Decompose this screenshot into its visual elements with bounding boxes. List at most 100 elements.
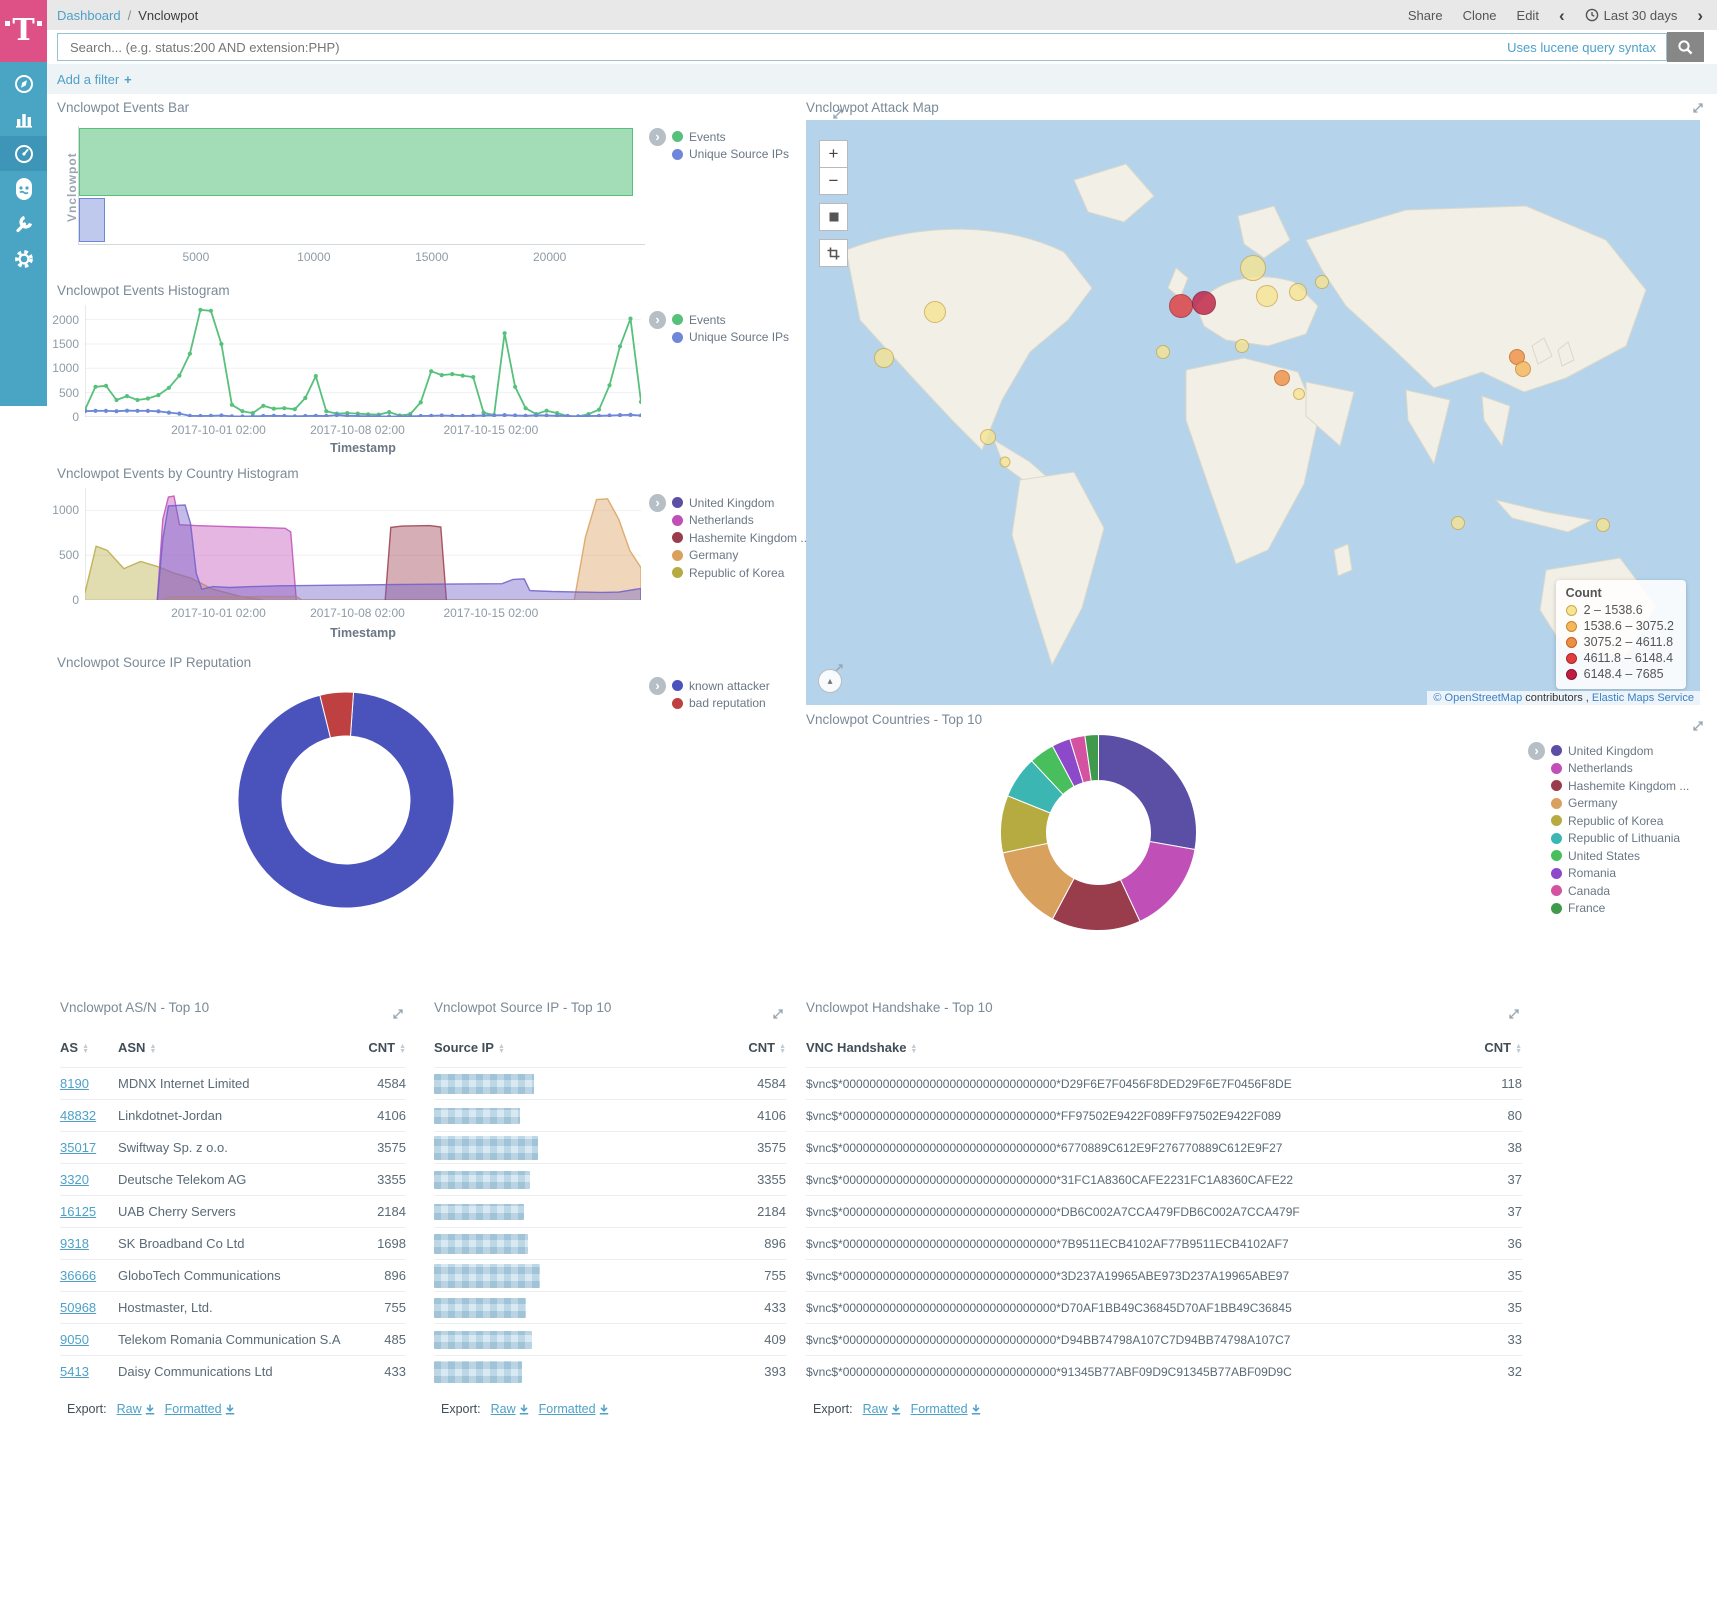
add-filter-plus-icon[interactable]: + xyxy=(124,71,132,87)
legend-item[interactable]: Events xyxy=(672,311,789,329)
legend-item[interactable]: Republic of Korea xyxy=(672,564,810,582)
expand-panel-icon[interactable] xyxy=(392,1008,404,1020)
legend-item[interactable]: Canada xyxy=(1551,882,1689,900)
attack-bubble[interactable] xyxy=(1191,291,1216,316)
sidebar-item-timelion[interactable] xyxy=(0,171,47,206)
legend-toggle-icon[interactable]: › xyxy=(649,677,666,695)
expand-panel-icon[interactable] xyxy=(832,108,844,120)
attack-bubble[interactable] xyxy=(1240,255,1266,281)
attack-bubble[interactable] xyxy=(1514,361,1531,378)
export-formatted-link[interactable]: Formatted xyxy=(911,1402,981,1416)
donut-slice-france[interactable] xyxy=(1084,733,1099,782)
expand-panel-icon[interactable] xyxy=(1508,1008,1520,1020)
attack-bubble[interactable] xyxy=(1596,517,1611,532)
zoom-in-button[interactable]: + xyxy=(819,140,848,168)
attack-bubble[interactable] xyxy=(1450,516,1465,531)
donut-slice-united-kingdom[interactable] xyxy=(1098,733,1197,851)
legend-item[interactable]: Netherlands xyxy=(672,512,810,530)
attribution-toggle-button[interactable]: ▴ xyxy=(818,669,842,693)
legend-item[interactable]: Unique Source IPs xyxy=(672,146,789,164)
attack-bubble[interactable] xyxy=(1273,369,1290,386)
sidebar-item-visualize[interactable] xyxy=(0,101,47,136)
donut-slice-bad-reputation[interactable] xyxy=(319,691,355,739)
sort-icon[interactable]: ▲ ▼ xyxy=(910,1042,918,1055)
legend-item[interactable]: United Kingdom xyxy=(1551,742,1689,760)
expand-panel-icon[interactable] xyxy=(1692,102,1704,114)
legend-item[interactable]: Hashemite Kingdom ... xyxy=(672,529,810,547)
as-number-link[interactable]: 16125 xyxy=(60,1204,97,1219)
sidebar-item-dashboard[interactable] xyxy=(0,136,47,171)
reputation-donut-chart[interactable] xyxy=(233,687,459,916)
legend-item[interactable]: United States xyxy=(1551,847,1689,865)
legend-item[interactable]: United Kingdom xyxy=(672,494,810,512)
expand-panel-icon[interactable] xyxy=(1692,720,1704,732)
as-number-link[interactable]: 36666 xyxy=(60,1268,97,1283)
lucene-syntax-link[interactable]: Uses lucene query syntax xyxy=(1507,39,1656,55)
legend-item[interactable]: Republic of Lithuania xyxy=(1551,830,1689,848)
legend-item[interactable]: Romania xyxy=(1551,865,1689,883)
expand-panel-icon[interactable] xyxy=(772,1008,784,1020)
attack-bubble[interactable] xyxy=(1288,282,1307,301)
column-header-as[interactable]: AS ▲ ▼ xyxy=(60,1034,118,1068)
as-number-link[interactable]: 3320 xyxy=(60,1172,89,1187)
export-formatted-link[interactable]: Formatted xyxy=(165,1402,235,1416)
column-header-cnt[interactable]: CNT ▲ ▼ xyxy=(716,1034,786,1068)
attack-bubble[interactable] xyxy=(1168,294,1193,319)
zoom-out-button[interactable]: − xyxy=(819,167,848,195)
as-number-link[interactable]: 48832 xyxy=(60,1108,97,1123)
as-number-link[interactable]: 50968 xyxy=(60,1300,97,1315)
attack-bubble[interactable] xyxy=(873,348,894,369)
as-number-link[interactable]: 9050 xyxy=(60,1332,89,1347)
tpot-logo[interactable]: T xyxy=(0,0,47,62)
export-raw-link[interactable]: Raw xyxy=(117,1402,155,1416)
attack-bubble[interactable] xyxy=(1256,285,1279,308)
as-number-link[interactable]: 9318 xyxy=(60,1236,89,1251)
clone-button[interactable]: Clone xyxy=(1462,7,1497,23)
world-map[interactable]: + − Count 2 – 1538.6 1538.6 – 3075.2 3075.… xyxy=(806,120,1700,705)
attack-bubble[interactable] xyxy=(1155,345,1170,360)
legend-item[interactable]: Germany xyxy=(1551,795,1689,813)
search-submit-button[interactable] xyxy=(1667,32,1704,62)
sidebar-item-management[interactable] xyxy=(0,241,47,276)
sort-icon[interactable]: ▲ ▼ xyxy=(779,1042,786,1055)
donut-slice-known-attacker[interactable] xyxy=(237,691,455,909)
legend-item[interactable]: Republic of Korea xyxy=(1551,812,1689,830)
export-formatted-link[interactable]: Formatted xyxy=(539,1402,609,1416)
sort-icon[interactable]: ▲ ▼ xyxy=(149,1042,157,1055)
draw-rectangle-button[interactable] xyxy=(819,239,848,267)
legend-item[interactable]: Germany xyxy=(672,547,810,565)
legend-toggle-icon[interactable]: › xyxy=(649,311,666,329)
legend-item[interactable]: known attacker xyxy=(672,677,770,695)
time-back-button[interactable]: ‹ xyxy=(1558,5,1565,25)
sidebar-item-discover[interactable] xyxy=(0,66,47,101)
breadcrumb-dashboard[interactable]: Dashboard xyxy=(57,7,121,23)
attack-bubble[interactable] xyxy=(1292,387,1305,400)
column-header-vnc-handshake[interactable]: VNC Handshake ▲ ▼ xyxy=(806,1034,1462,1068)
legend-toggle-icon[interactable]: › xyxy=(649,494,666,512)
edit-button[interactable]: Edit xyxy=(1516,7,1539,23)
fit-data-button[interactable] xyxy=(819,203,848,231)
legend-item[interactable]: Netherlands xyxy=(1551,760,1689,778)
attack-bubble[interactable] xyxy=(1235,338,1250,353)
share-button[interactable]: Share xyxy=(1407,7,1443,23)
export-raw-link[interactable]: Raw xyxy=(491,1402,529,1416)
time-picker-button[interactable]: Last 30 days xyxy=(1585,8,1677,23)
legend-item[interactable]: Hashemite Kingdom ... xyxy=(1551,777,1689,795)
elastic-maps-link[interactable]: Elastic Maps Service xyxy=(1591,692,1694,704)
legend-toggle-icon[interactable]: › xyxy=(649,128,666,146)
search-input[interactable] xyxy=(68,38,1498,56)
legend-item[interactable]: Events xyxy=(672,128,789,146)
bar-events[interactable] xyxy=(79,128,634,196)
column-header-cnt[interactable]: CNT ▲ ▼ xyxy=(1462,1034,1522,1068)
countries-donut-chart[interactable] xyxy=(996,730,1201,938)
column-header-cnt[interactable]: CNT ▲ ▼ xyxy=(346,1034,406,1068)
add-filter-link[interactable]: Add a filter xyxy=(57,71,120,87)
sort-icon[interactable]: ▲ ▼ xyxy=(82,1042,89,1055)
attack-bubble[interactable] xyxy=(923,300,946,323)
attack-bubble[interactable] xyxy=(1314,275,1329,290)
legend-toggle-icon[interactable]: › xyxy=(1528,742,1545,760)
attack-bubble[interactable] xyxy=(999,456,1011,468)
time-forward-button[interactable]: › xyxy=(1697,5,1703,25)
sort-icon[interactable]: ▲ ▼ xyxy=(399,1042,406,1055)
as-number-link[interactable]: 35017 xyxy=(60,1140,97,1155)
